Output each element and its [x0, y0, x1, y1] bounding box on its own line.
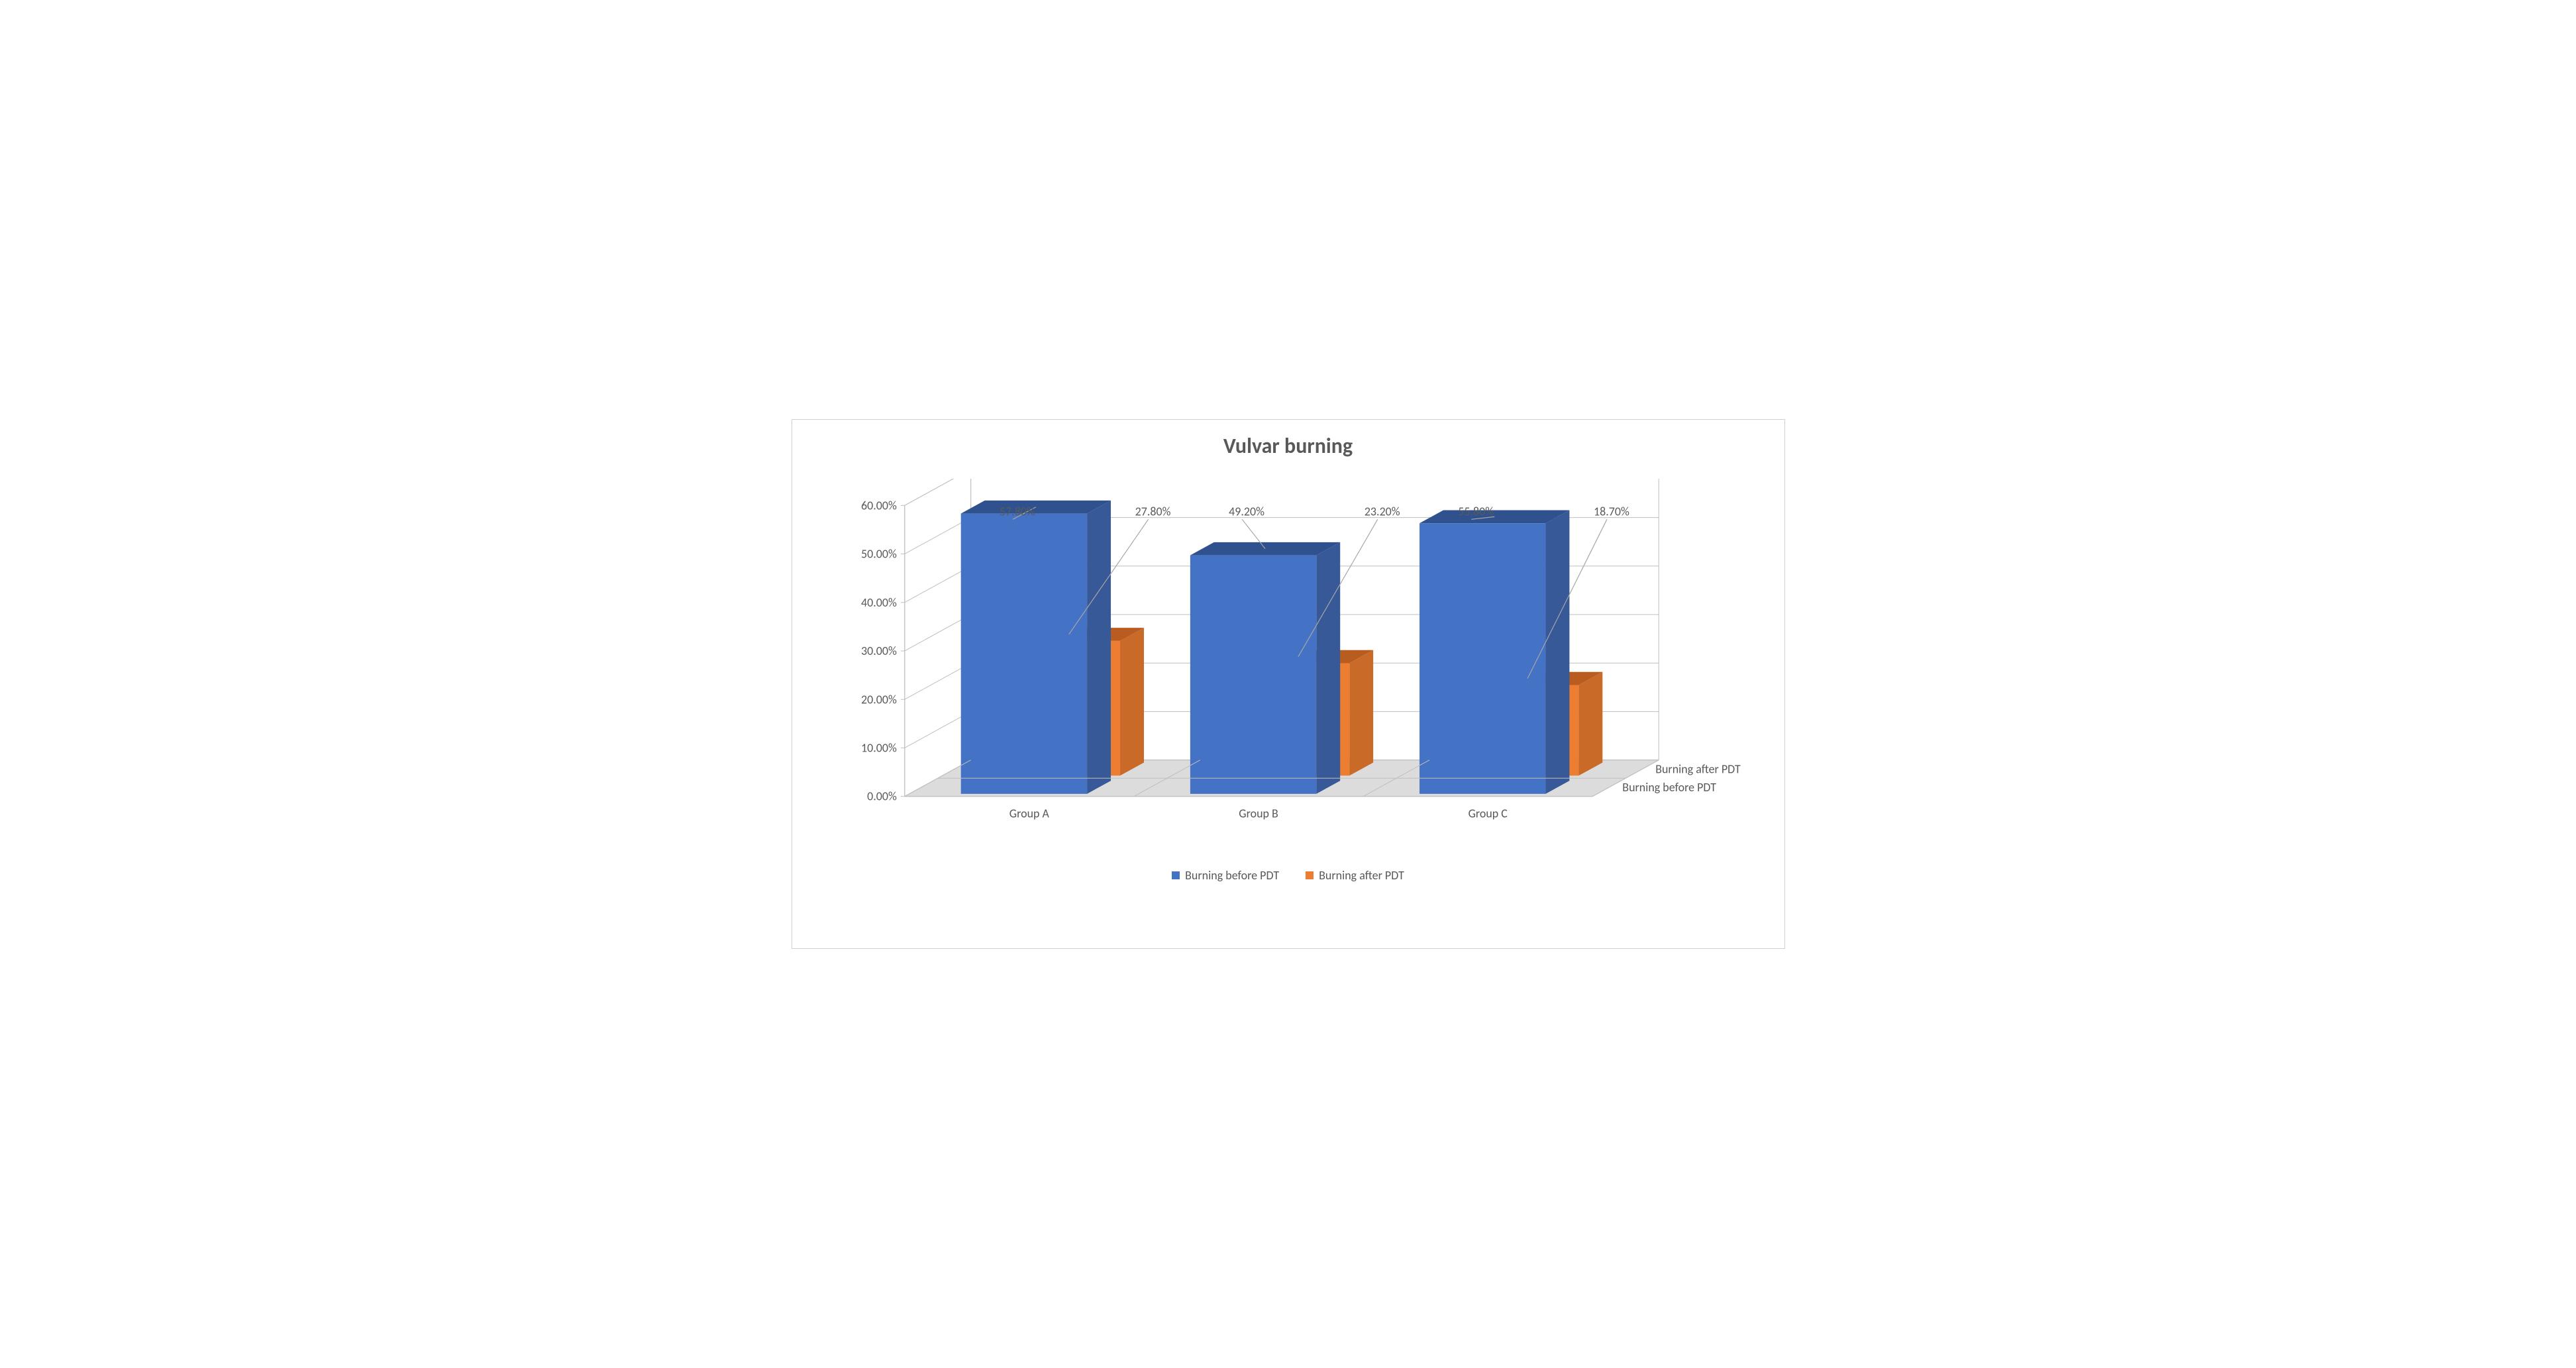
- legend-swatch-after: [1306, 871, 1314, 879]
- svg-text:Group A: Group A: [1009, 806, 1049, 821]
- svg-text:50.00%: 50.00%: [861, 547, 897, 562]
- svg-text:20.00%: 20.00%: [861, 692, 897, 707]
- svg-text:57.80%: 57.80%: [999, 504, 1035, 518]
- svg-text:Burning before PDT: Burning before PDT: [1622, 780, 1716, 795]
- svg-text:18.70%: 18.70%: [1594, 504, 1629, 518]
- svg-text:0.00%: 0.00%: [867, 789, 897, 804]
- legend: Burning before PDT Burning after PDT: [812, 868, 1765, 883]
- svg-text:49.20%: 49.20%: [1229, 504, 1264, 518]
- chart-svg: 0.00% 10.00% 20.00% 30.00% 40.00% 50.00% 60.00…: [812, 479, 1765, 856]
- svg-text:60.00%: 60.00%: [861, 498, 897, 513]
- chart-container: Vulvar burning 0.00% 10.00% 20.00% 30.00% 40…: [792, 419, 1785, 949]
- svg-text:55.80%: 55.80%: [1458, 504, 1494, 518]
- svg-text:10.00%: 10.00%: [861, 740, 897, 755]
- legend-item-after: Burning after PDT: [1306, 868, 1404, 883]
- svg-text:27.80%: 27.80%: [1135, 504, 1170, 518]
- svg-text:30.00%: 30.00%: [861, 644, 897, 658]
- legend-label-before: Burning before PDT: [1185, 868, 1279, 883]
- svg-text:Group B: Group B: [1239, 806, 1278, 821]
- legend-label-after: Burning after PDT: [1319, 868, 1404, 883]
- svg-text:Burning after PDT: Burning after PDT: [1655, 762, 1741, 777]
- svg-text:23.20%: 23.20%: [1364, 504, 1400, 518]
- legend-swatch-before: [1172, 871, 1180, 879]
- svg-text:40.00%: 40.00%: [861, 595, 897, 610]
- chart-title: Vulvar burning: [812, 433, 1765, 459]
- plot-area: 0.00% 10.00% 20.00% 30.00% 40.00% 50.00% 60.00…: [812, 479, 1765, 856]
- legend-item-before: Burning before PDT: [1172, 868, 1279, 883]
- svg-text:Group C: Group C: [1468, 806, 1508, 821]
